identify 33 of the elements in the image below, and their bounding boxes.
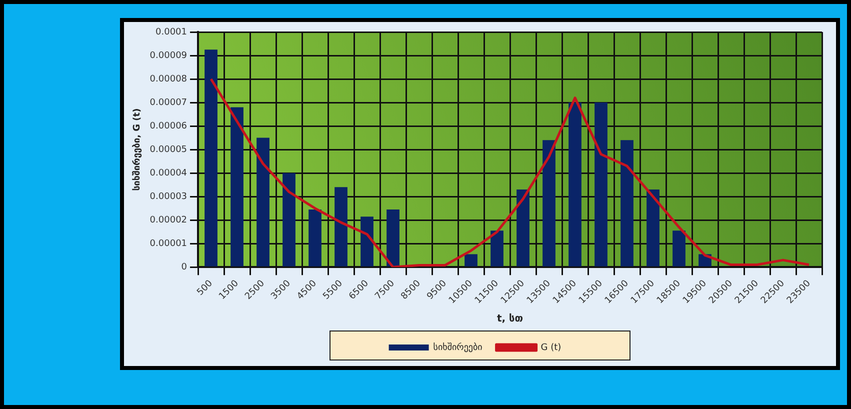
y-axis-title: სიხშირეები, G (t) xyxy=(132,108,143,191)
y-tick-label: 0.00002 xyxy=(150,215,188,226)
bar xyxy=(646,190,660,266)
legend-label: G (t) xyxy=(540,342,562,353)
y-tick-label: 0.00007 xyxy=(150,98,188,108)
y-tick-label: 0.00006 xyxy=(150,121,188,132)
bar xyxy=(386,210,400,266)
y-tick-label: 0.00005 xyxy=(150,144,188,155)
x-axis-title: t, სთ xyxy=(496,312,524,325)
bar xyxy=(464,254,478,266)
y-tick-label: 0.00001 xyxy=(150,238,188,249)
y-tick-label: 0 xyxy=(181,262,188,272)
y-tick-label: 0.00004 xyxy=(150,168,188,178)
bar xyxy=(308,210,322,266)
bar xyxy=(282,173,296,266)
bar xyxy=(516,190,530,266)
bar xyxy=(230,107,244,266)
bar xyxy=(594,102,608,266)
bar xyxy=(542,140,556,266)
bar xyxy=(334,187,348,266)
bar xyxy=(620,140,634,266)
y-tick-label: 0.00008 xyxy=(150,74,188,84)
bar xyxy=(204,50,218,266)
bar xyxy=(568,102,582,266)
bar xyxy=(256,138,270,266)
bar xyxy=(672,230,686,266)
y-tick-label: 0.0001 xyxy=(156,27,188,38)
y-tick-label: 0.00003 xyxy=(150,192,188,202)
bar xyxy=(490,230,504,266)
bar xyxy=(360,216,374,266)
legend-label: სიხშირეები xyxy=(433,342,483,353)
x-tick-label: 500 xyxy=(196,278,215,298)
y-tick-label: 0.00009 xyxy=(150,50,188,61)
